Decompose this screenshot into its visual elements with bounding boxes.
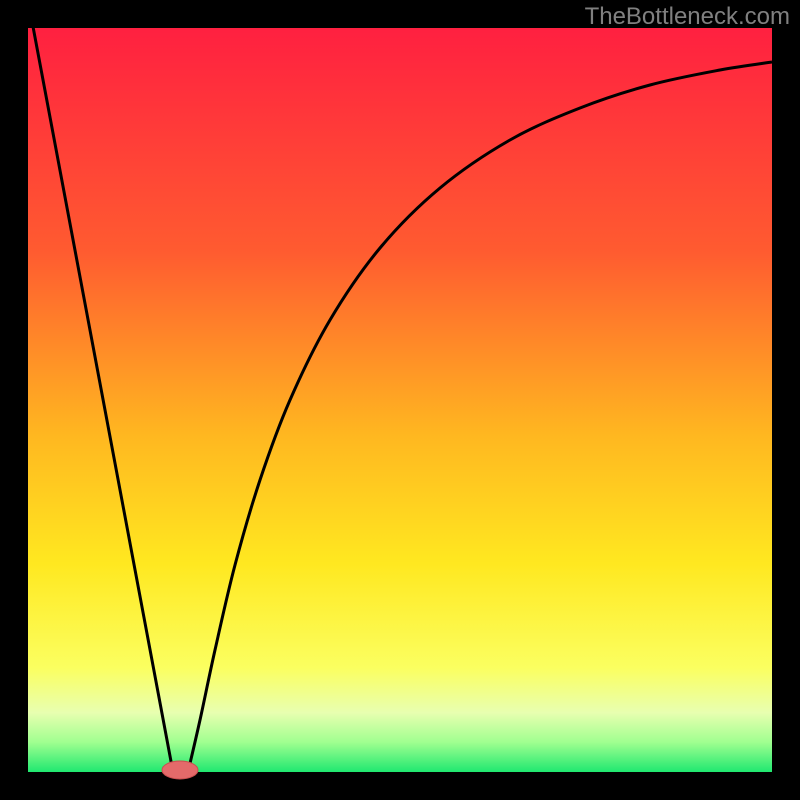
chart-container: { "canvas": { "width": 800, "height": 80… — [0, 0, 800, 800]
gradient-plot-area — [28, 28, 772, 772]
bottleneck-chart: TheBottleneck.com — [0, 0, 800, 800]
watermark-text: TheBottleneck.com — [585, 3, 790, 30]
minimum-marker — [162, 761, 198, 779]
